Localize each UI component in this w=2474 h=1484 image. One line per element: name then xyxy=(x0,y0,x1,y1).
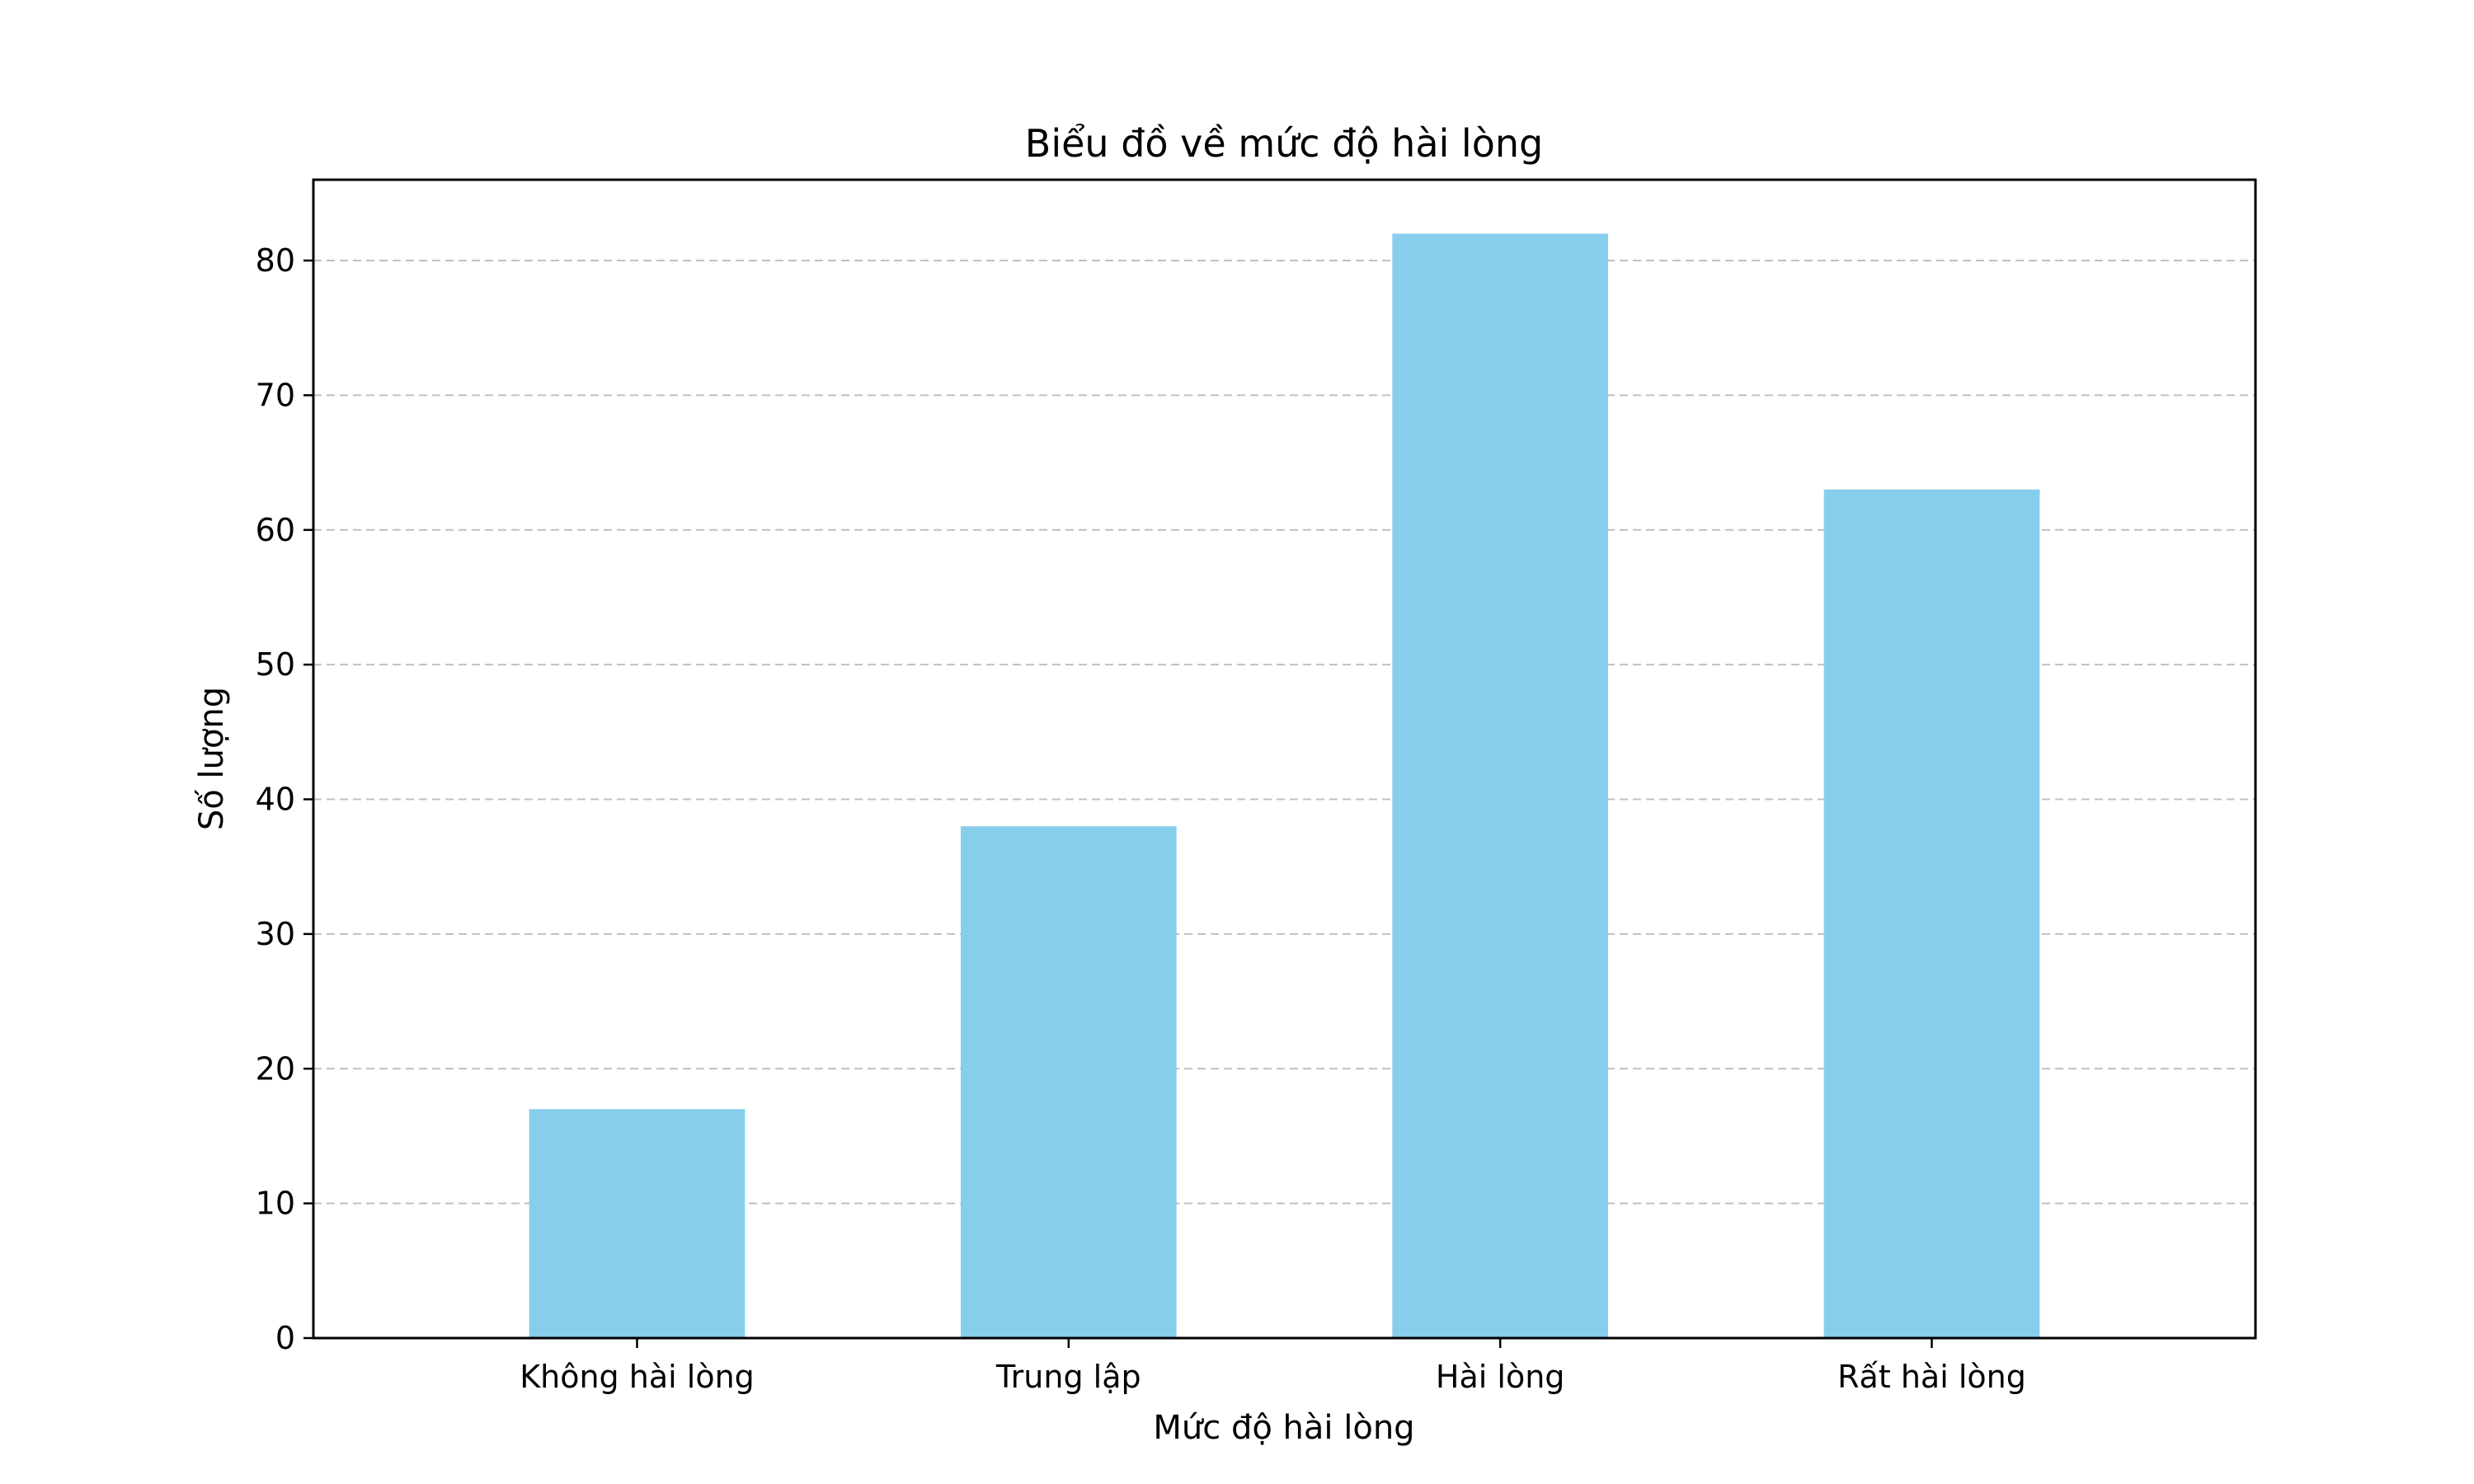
bar xyxy=(529,1109,745,1338)
y-tick-label: 60 xyxy=(256,512,295,548)
bar xyxy=(961,826,1177,1338)
x-tick-label: Hài lòng xyxy=(1436,1359,1565,1395)
bar xyxy=(1392,233,1608,1338)
y-tick-label: 0 xyxy=(275,1320,295,1356)
y-tick-label: 80 xyxy=(256,242,295,279)
x-tick-label: Không hài lòng xyxy=(520,1359,755,1395)
chart-title: Biểu đồ về mức độ hài lòng xyxy=(1025,121,1543,166)
x-tick-label: Rất hài lòng xyxy=(1837,1359,2026,1395)
y-axis-ticks: 0 10 20 30 40 50 60 70 80 xyxy=(256,242,313,1356)
x-tick-label: Trung lập xyxy=(995,1359,1141,1395)
y-tick-label: 30 xyxy=(256,916,295,952)
grid-lines xyxy=(313,260,2255,1205)
bars xyxy=(529,233,2040,1338)
y-tick-label: 50 xyxy=(256,646,295,683)
x-axis-label: Mức độ hài lòng xyxy=(1153,1409,1414,1447)
bar xyxy=(1823,489,2040,1338)
y-tick-label: 40 xyxy=(256,782,295,818)
y-axis-label: Số lượng xyxy=(193,687,231,830)
y-tick-label: 20 xyxy=(256,1050,295,1087)
y-tick-label: 10 xyxy=(256,1186,295,1222)
y-tick-label: 70 xyxy=(256,377,295,413)
plot-frame xyxy=(312,178,2257,1340)
x-axis-ticks: Không hài lòng Trung lập Hài lòng Rất hài l… xyxy=(520,1338,2026,1395)
